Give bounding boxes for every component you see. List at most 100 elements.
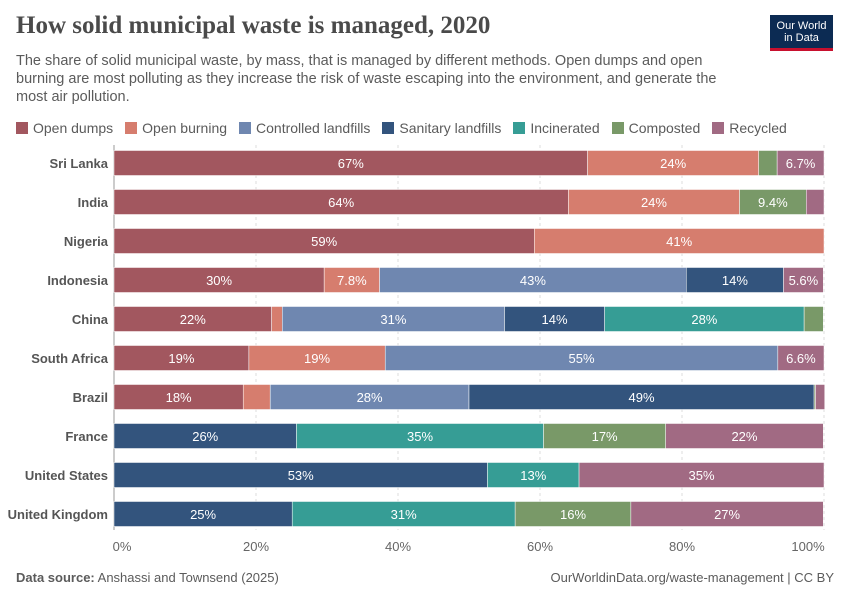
bar-segment	[777, 345, 825, 371]
bar-segment	[468, 384, 815, 410]
legend: Open dumps Open burning Controlled landfil…	[16, 120, 787, 136]
data-source: Data source: Anshassi and Townsend (2025…	[16, 570, 279, 585]
legend-swatch	[382, 122, 395, 134]
data-label: 16%	[560, 507, 586, 522]
bar-segment	[604, 306, 805, 332]
legend-label: Controlled landfills	[256, 120, 371, 136]
bar-segment	[534, 228, 825, 254]
data-label: 14%	[722, 273, 748, 288]
data-label: 9.4%	[758, 195, 788, 210]
legend-item[interactable]: Composted	[611, 120, 700, 136]
data-label: 28%	[357, 390, 383, 405]
bar-segment	[806, 189, 825, 215]
category-label: South Africa	[31, 351, 109, 366]
source-text: Anshassi and Townsend (2025)	[97, 570, 279, 585]
category-label: United States	[25, 468, 108, 483]
legend-swatch	[712, 122, 725, 134]
data-label: 22%	[180, 312, 206, 327]
bar-segment	[487, 462, 580, 488]
legend-label: Incinerated	[530, 120, 600, 136]
data-label: 19%	[168, 351, 194, 366]
chart-subtitle: The share of solid municipal waste, by m…	[16, 53, 717, 105]
legend-label: Open burning	[142, 120, 228, 136]
bar-segment	[758, 150, 778, 176]
bar-segment	[271, 306, 283, 332]
source-url[interactable]: OurWorldinData.org/waste-management | CC…	[550, 570, 834, 585]
data-label: 28%	[691, 312, 717, 327]
bar-segment	[783, 267, 824, 293]
legend-label: Sanitary landfills	[399, 120, 502, 136]
legend-swatch	[239, 122, 252, 134]
bar-segment	[113, 189, 569, 215]
bar-segment	[379, 267, 687, 293]
data-label: 43%	[520, 273, 546, 288]
x-tick-label: 100%	[791, 539, 825, 554]
bar-segment	[113, 267, 325, 293]
legend-item[interactable]: Recycled	[712, 120, 787, 136]
bar-segment	[568, 189, 740, 215]
category-label: China	[72, 312, 109, 327]
bar-segment	[776, 150, 825, 176]
bar-segment	[113, 501, 293, 527]
x-tick-label: 40%	[385, 539, 411, 554]
bar-segment	[113, 306, 272, 332]
legend-label: Open dumps	[33, 120, 114, 136]
data-label: 13%	[520, 468, 546, 483]
data-label: 24%	[660, 156, 686, 171]
bar-segment	[269, 384, 470, 410]
bar-segment	[242, 384, 271, 410]
legend-item[interactable]: Open dumps	[16, 120, 113, 136]
data-label: 64%	[328, 195, 354, 210]
legend-swatch	[611, 122, 624, 134]
x-tick-label: 80%	[669, 539, 695, 554]
data-label: 35%	[407, 429, 433, 444]
bar-segment	[384, 345, 779, 371]
x-tick-label: 0%	[113, 539, 132, 554]
data-label: 17%	[592, 429, 618, 444]
category-label: Brazil	[73, 390, 108, 405]
legend-item[interactable]: Open burning	[125, 120, 227, 136]
bar-segment	[739, 189, 807, 215]
data-label: 18%	[166, 390, 192, 405]
category-label: United Kingdom	[8, 507, 108, 522]
data-label: 67%	[338, 156, 364, 171]
bar-segment	[803, 306, 824, 332]
x-tick-label: 20%	[243, 539, 269, 554]
legend-item[interactable]: Sanitary landfills	[382, 120, 501, 136]
data-label: 7.8%	[337, 273, 367, 288]
data-label: 24%	[641, 195, 667, 210]
chart-title: How solid municipal waste is managed, 20…	[16, 12, 491, 39]
bar-segment	[504, 306, 605, 332]
logo-text-1: Our World	[776, 20, 827, 32]
data-label: 30%	[206, 273, 232, 288]
data-label: 25%	[190, 507, 216, 522]
data-label: 35%	[689, 468, 715, 483]
legend-swatch	[513, 122, 526, 134]
owid-logo[interactable]: Our World in Data	[770, 15, 833, 51]
x-tick-label: 60%	[527, 539, 553, 554]
data-label: 5.6%	[789, 273, 819, 288]
data-label: 27%	[714, 507, 740, 522]
bar-segment	[665, 423, 824, 449]
category-label: Indonesia	[47, 273, 108, 288]
bar-segment	[248, 345, 386, 371]
data-label: 22%	[731, 429, 757, 444]
data-label: 49%	[629, 390, 655, 405]
bar-segment	[587, 150, 759, 176]
data-label: 6.7%	[786, 156, 816, 171]
legend-swatch	[125, 122, 138, 134]
bar-segment	[282, 306, 505, 332]
bar-segment	[323, 267, 380, 293]
data-label: 31%	[380, 312, 406, 327]
bar-segment	[815, 384, 825, 410]
data-label: 19%	[304, 351, 330, 366]
source-label: Data source:	[16, 570, 95, 585]
bar-segment	[578, 462, 825, 488]
legend-item[interactable]: Controlled landfills	[239, 120, 370, 136]
legend-item[interactable]: Incinerated	[513, 120, 600, 136]
data-label: 26%	[192, 429, 218, 444]
category-label: Sri Lanka	[49, 156, 108, 171]
data-label: 31%	[391, 507, 417, 522]
